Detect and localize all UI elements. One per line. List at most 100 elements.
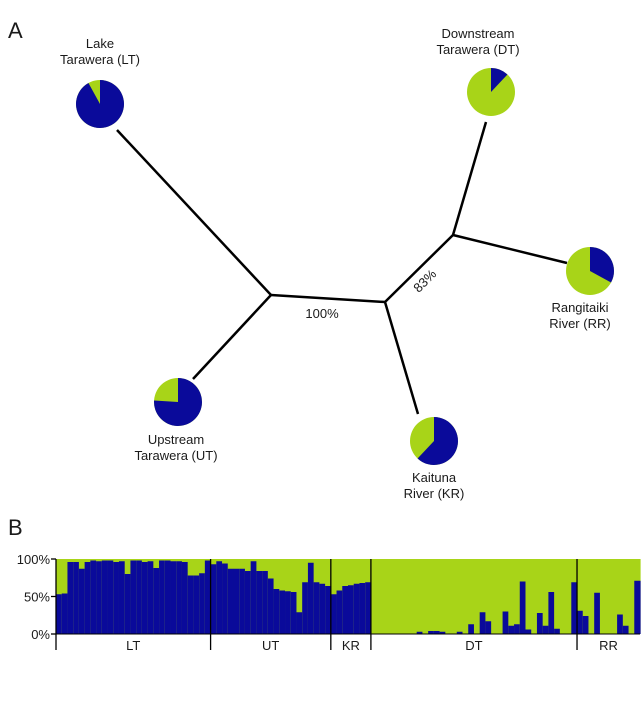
bar-green — [531, 559, 538, 634]
bar-green — [428, 559, 435, 634]
bar-blue — [233, 568, 240, 634]
bar-blue — [302, 582, 309, 634]
bar-blue — [439, 631, 446, 634]
bar-blue — [353, 583, 361, 634]
bar-blue — [456, 631, 464, 634]
branch-internal-83 — [384, 234, 454, 303]
structure-barplot — [56, 559, 641, 634]
bar-blue — [84, 562, 91, 634]
bar-green — [445, 559, 452, 634]
bar-green — [565, 559, 572, 634]
pie-charts — [76, 68, 615, 465]
bar-blue — [279, 590, 286, 634]
pie-slice-blue — [491, 68, 508, 92]
bar-blue — [141, 562, 149, 634]
bar-blue — [468, 624, 475, 634]
bar-blue — [130, 560, 137, 634]
bar-blue — [124, 574, 132, 634]
bar-blue — [222, 563, 229, 634]
bar-blue — [239, 568, 246, 634]
bar-green — [376, 559, 383, 634]
y-tick-label: 50% — [24, 590, 50, 605]
bar-blue — [285, 591, 292, 634]
group-label-rr: RR — [599, 638, 618, 653]
tree-branches — [116, 121, 568, 415]
group-label-ut: UT — [262, 638, 279, 653]
bar-blue — [61, 593, 69, 634]
bar-blue — [330, 594, 338, 634]
bar-blue — [118, 561, 126, 634]
bar-blue — [262, 571, 269, 634]
panel-a-label: A — [8, 18, 23, 43]
bar-blue — [73, 562, 80, 634]
pie-label-rr: Rangitaiki — [551, 300, 608, 315]
bar-green — [622, 559, 630, 634]
bar-green — [599, 559, 607, 634]
bar-blue — [571, 582, 578, 634]
bar-green — [399, 559, 406, 634]
pie-label-lt: Tarawera (LT) — [60, 52, 140, 67]
branch-dt — [451, 121, 488, 236]
bar-blue — [147, 561, 154, 634]
bar-green — [514, 559, 521, 634]
bar-green — [582, 559, 590, 634]
bar-green — [605, 559, 612, 634]
bar-green — [542, 559, 549, 634]
pie-slice-blue — [154, 378, 203, 426]
bar-blue — [519, 581, 527, 634]
bar-green — [611, 559, 618, 634]
bar-blue — [577, 610, 584, 634]
bar-green — [508, 559, 515, 634]
bar-blue — [622, 625, 630, 634]
bar-green — [388, 559, 395, 634]
bar-blue — [485, 621, 492, 634]
bar-green — [588, 559, 595, 634]
bar-blue — [479, 612, 487, 634]
pie-rr — [566, 247, 615, 295]
bar-blue — [348, 585, 355, 634]
bar-blue — [193, 575, 200, 634]
pie-label-rr: River (RR) — [549, 316, 610, 331]
bar-green — [577, 559, 584, 634]
bar-blue — [204, 560, 212, 634]
bar-blue — [594, 592, 601, 634]
panel-b-label: B — [8, 515, 23, 540]
bar-blue — [319, 583, 326, 634]
bar-blue — [107, 560, 114, 634]
bar-green — [491, 559, 498, 634]
bar-green — [554, 559, 561, 634]
bar-green — [559, 559, 567, 634]
bar-blue — [96, 561, 103, 634]
pie-label-ut: Tarawera (UT) — [134, 448, 217, 463]
pie-slice-blue — [76, 80, 125, 128]
bar-blue — [359, 583, 366, 634]
pie-label-dt: Downstream — [442, 26, 515, 41]
bar-blue — [548, 592, 555, 634]
bar-blue — [273, 589, 280, 634]
bar-blue — [536, 613, 544, 634]
pie-slice-blue — [590, 247, 615, 283]
pie-dt — [467, 68, 515, 116]
pie-lt — [76, 80, 125, 128]
branch-lt — [116, 129, 272, 296]
bootstrap-label-83: 83% — [410, 266, 439, 295]
bar-blue — [267, 578, 275, 634]
bar-green — [617, 559, 624, 634]
bar-green — [468, 559, 475, 634]
bar-blue — [176, 561, 183, 634]
bar-blue — [296, 612, 303, 634]
bar-blue — [582, 616, 590, 634]
bar-blue — [101, 560, 109, 634]
branch-rr — [452, 233, 568, 265]
bar-blue — [164, 560, 172, 634]
bar-blue — [199, 573, 206, 634]
bar-green — [628, 559, 635, 634]
bar-blue — [313, 582, 320, 634]
bar-blue — [227, 568, 235, 634]
bar-blue — [617, 614, 624, 634]
bar-blue — [256, 571, 263, 634]
y-tick-label: 0% — [31, 627, 50, 642]
panel-b: B 0% 50% 100% LT UT KR DT RR — [8, 515, 641, 653]
